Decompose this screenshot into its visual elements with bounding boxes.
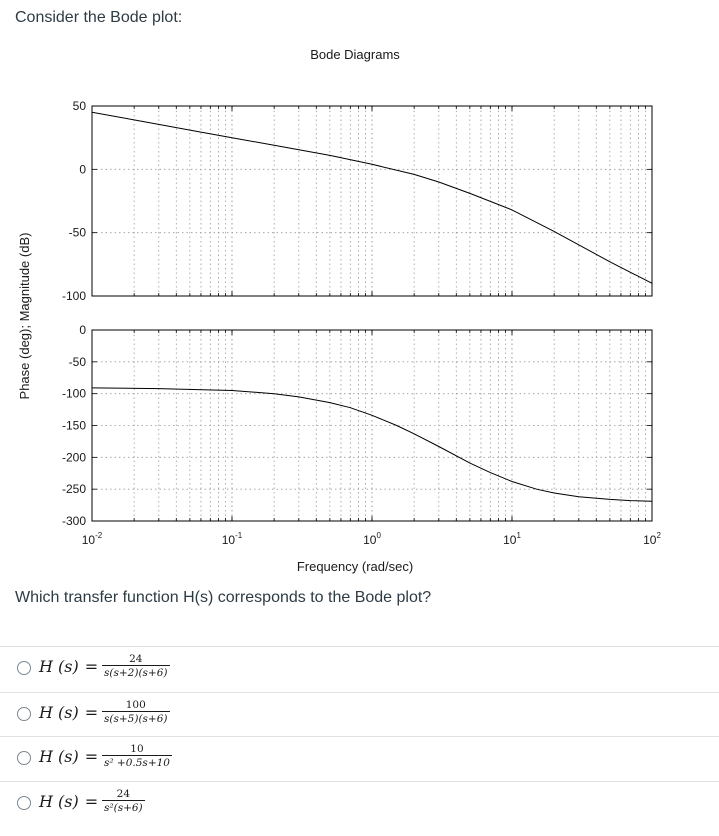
numerator: 100 (125, 699, 146, 711)
y-tick-label: -100 (62, 387, 86, 401)
magnitude-frame (91, 105, 653, 297)
x-tick-label: 102 (643, 531, 661, 547)
answer-option[interactable]: H (s) = 10 s² +0.5s+10 (0, 736, 719, 783)
question-text: Which transfer function H(s) corresponds… (15, 589, 432, 606)
denominator: s(s+5)(s+6) (102, 711, 170, 725)
phase-frame (91, 329, 653, 522)
y-tick-label: 50 (73, 99, 87, 113)
transfer-function-lhs: H (s) = (39, 792, 104, 811)
answer-option[interactable]: H (s) = 24 s(s+2)(s+6) (0, 646, 719, 693)
radio-button[interactable] (17, 796, 31, 810)
lhs-text: H (s) (39, 792, 79, 811)
equals-sign: = (84, 703, 99, 722)
lhs-text: H (s) (39, 747, 79, 766)
bode-chart: 50 0 -50 -100 0 -50 -100 -150 -200 -250 -300 10-2 10… (17, 47, 661, 574)
transfer-function-lhs: H (s) = (39, 703, 104, 722)
transfer-function-fraction: 100 s(s+5)(s+6) (102, 699, 170, 725)
intro-text: Consider the Bode plot: (15, 9, 183, 26)
transfer-function-lhs: H (s) = (39, 657, 104, 676)
answer-option[interactable]: H (s) = 100 s(s+5)(s+6) (0, 692, 719, 739)
y-tick-label: -300 (62, 514, 86, 528)
transfer-function-fraction: 24 s²(s+6) (102, 788, 145, 814)
numerator: 24 (116, 788, 131, 800)
y-tick-label: -200 (62, 450, 86, 464)
radio-button[interactable] (17, 751, 31, 765)
radio-button[interactable] (17, 707, 31, 721)
y-tick-label: 0 (79, 162, 86, 176)
equals-sign: = (84, 747, 99, 766)
transfer-function-fraction: 24 s(s+2)(s+6) (102, 653, 170, 679)
magnitude-curve (91, 111, 653, 284)
x-tick-label: 100 (363, 531, 381, 547)
phase-curve (91, 387, 653, 502)
x-tick-label: 10-1 (222, 531, 243, 547)
denominator: s²(s+6) (102, 800, 145, 814)
x-axis-label: Frequency (rad/sec) (297, 559, 413, 574)
y-tick-label: -100 (62, 289, 86, 303)
denominator: s² +0.5s+10 (102, 755, 172, 769)
numerator: 10 (130, 743, 144, 755)
numerator: 24 (129, 653, 143, 665)
lhs-text: H (s) (39, 703, 79, 722)
y-tick-label: 0 (79, 323, 86, 337)
chart-title: Bode Diagrams (310, 47, 400, 62)
transfer-function-lhs: H (s) = (39, 747, 104, 766)
y-axis-label: Phase (deg); Magnitude (dB) (17, 233, 32, 400)
y-tick-label: -50 (69, 226, 87, 240)
x-tick-label: 10-2 (82, 531, 103, 547)
equals-sign: = (84, 657, 99, 676)
x-tick-label: 101 (503, 531, 521, 547)
transfer-function-fraction: 10 s² +0.5s+10 (102, 743, 172, 769)
lhs-text: H (s) (39, 657, 79, 676)
equals-sign: = (84, 792, 99, 811)
denominator: s(s+2)(s+6) (102, 665, 170, 679)
radio-button[interactable] (17, 661, 31, 675)
y-tick-label: -250 (62, 482, 86, 496)
y-tick-label: -50 (69, 355, 87, 369)
answer-option[interactable]: H (s) = 24 s²(s+6) (0, 781, 719, 828)
y-tick-label: -150 (62, 419, 86, 433)
